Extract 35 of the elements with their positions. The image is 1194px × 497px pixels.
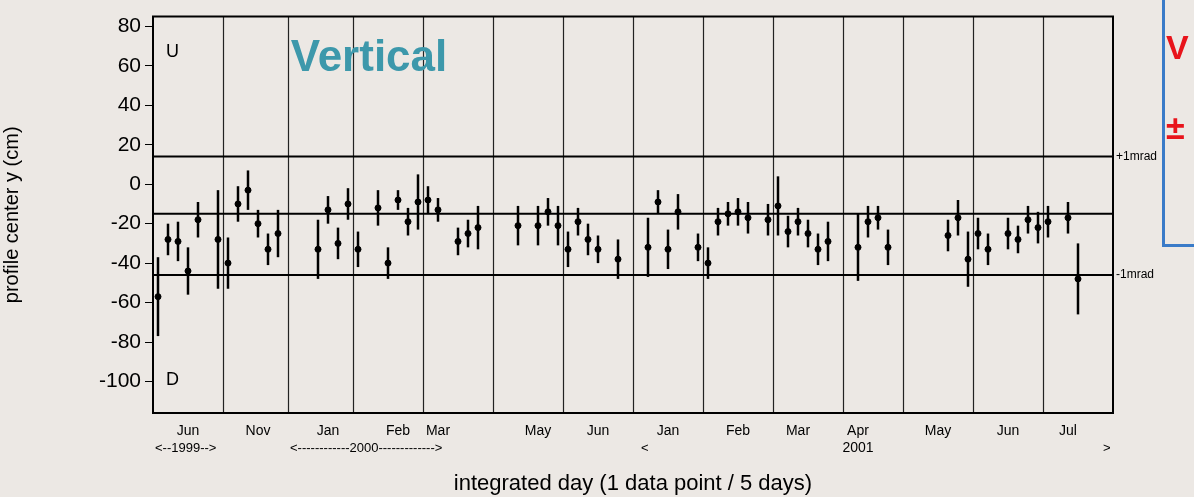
- x-tick-label: Feb: [385, 422, 411, 439]
- framed-box: V ±: [1162, 0, 1194, 247]
- annotation: U: [166, 40, 179, 61]
- ref-line-label: +1mrad: [1116, 148, 1158, 163]
- x-tick-label: Feb: [725, 422, 751, 439]
- y-tick-label: -40: [110, 249, 141, 273]
- y-tick-label: 80: [117, 13, 141, 37]
- text: <--1999-->: [155, 439, 217, 455]
- x-tick-label: Jan: [316, 422, 340, 439]
- text: >: [1103, 439, 1111, 455]
- x-tick-label: Mar: [425, 422, 451, 439]
- annotation: D: [166, 368, 179, 389]
- y-tick-label: 60: [117, 52, 141, 76]
- x-tick-label: Jan: [656, 422, 680, 439]
- x-axis-title: integrated day (1 data point / 5 days): [453, 469, 813, 495]
- ref-line-label: -1mrad: [1116, 267, 1155, 282]
- y-tick-label: 20: [117, 131, 141, 155]
- y-tick-label: -100: [98, 368, 141, 392]
- x-tick-label: Jun: [586, 422, 610, 439]
- x-tick-label: Mar: [785, 422, 811, 439]
- x-tick-label: May: [524, 422, 552, 439]
- y-tick-label: 40: [117, 92, 141, 116]
- x-tick-label: Nov: [245, 422, 271, 439]
- x-tick-label: Apr 2001: [842, 422, 874, 456]
- y-tick-label: -20: [110, 210, 141, 234]
- y-tick-label: -60: [110, 289, 141, 313]
- y-tick-label: 0: [129, 171, 141, 195]
- x-tick-label: Jun: [176, 422, 200, 439]
- x-tick-label: May: [924, 422, 952, 439]
- x-tick-label: Jun: [996, 422, 1020, 439]
- text: <------------2000------------->: [290, 439, 443, 455]
- y-axis-title: profile center y (cm): [0, 126, 22, 304]
- y-tick-label: -80: [110, 328, 141, 352]
- x-tick-label: Jul: [1059, 422, 1077, 439]
- text: <: [641, 439, 649, 455]
